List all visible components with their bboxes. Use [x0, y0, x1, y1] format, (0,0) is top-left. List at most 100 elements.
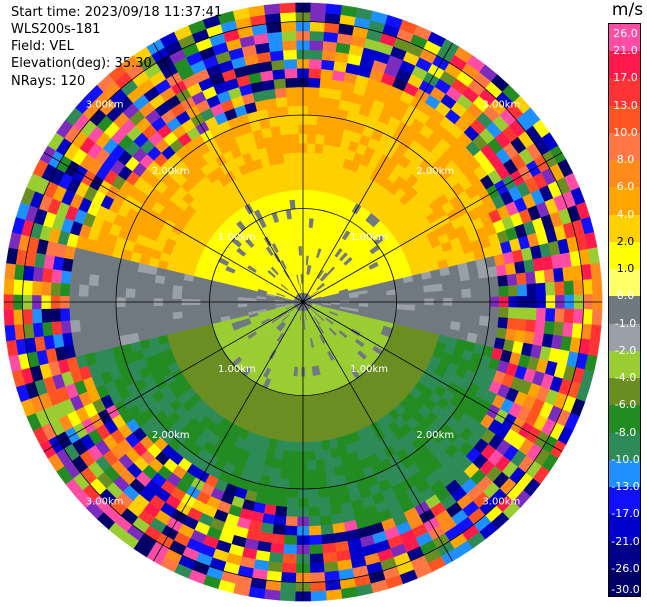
velocity-gate [308, 58, 323, 70]
velocity-gate [267, 31, 283, 43]
velocity-gate [181, 304, 192, 312]
velocity-gate [507, 284, 519, 297]
velocity-gate [4, 324, 16, 342]
velocity-gate [563, 280, 575, 296]
velocity-gate [307, 96, 320, 107]
velocity-gate [489, 286, 500, 298]
velocity-gate [41, 267, 53, 283]
velocity-gate [271, 59, 285, 71]
velocity-gate [591, 309, 603, 326]
nrays-label: NRays: 120 [11, 74, 86, 89]
velocity-gate [107, 276, 118, 288]
colorbar-tick-label: -8.0 [614, 425, 637, 439]
colorbar-tick-label: 2.0 [616, 234, 635, 248]
velocity-gate [582, 279, 593, 295]
velocity-gate [190, 292, 201, 300]
colorbar-tick-label: 4.0 [616, 207, 635, 221]
colorbar-tick-label: 26.0 [613, 27, 638, 40]
velocity-gate [323, 561, 339, 573]
velocity-gate [328, 494, 341, 507]
velocity-gate [451, 305, 463, 315]
velocity-gate [292, 170, 301, 182]
velocity-gate [60, 270, 72, 284]
velocity-gate [298, 245, 302, 256]
velocity-gates [3, 2, 603, 602]
velocity-gate [292, 422, 301, 434]
velocity-gate [209, 303, 220, 310]
velocity-gate [288, 124, 299, 135]
velocity-gate [590, 262, 602, 280]
colorbar-tick-label: -10.0 [611, 452, 640, 466]
velocity-gate [272, 134, 283, 146]
velocity-gate [4, 262, 16, 280]
velocity-gate [305, 422, 314, 434]
velocity-gate [306, 460, 317, 471]
velocity-gate [97, 306, 108, 319]
velocity-gate [291, 152, 300, 163]
velocity-gate [442, 305, 453, 314]
velocity-gate [281, 30, 297, 42]
velocity-gate [313, 440, 323, 452]
velocity-gate [309, 21, 326, 32]
velocity-gate [268, 40, 284, 52]
velocity-gate [461, 288, 472, 299]
velocity-gate [283, 534, 298, 546]
velocity-gate [106, 306, 117, 318]
velocity-gate [543, 320, 555, 336]
velocity-gate [293, 180, 301, 191]
velocity-gate [423, 291, 435, 300]
velocity-gate [263, 3, 281, 15]
colorbar-segment [609, 514, 640, 543]
velocity-gate [31, 280, 43, 296]
velocity-gate [517, 284, 528, 297]
velocity-gate [162, 305, 173, 314]
velocity-gate [535, 282, 547, 297]
ring-label: 3.00km [482, 496, 520, 507]
velocity-gate [497, 274, 509, 287]
velocity-gate [313, 152, 323, 164]
velocity-gate [310, 394, 317, 405]
velocity-gate [97, 274, 109, 287]
velocity-gate [314, 450, 324, 461]
plot-grid [3, 2, 603, 602]
ring-label: 1.00km [218, 232, 256, 243]
velocity-gate [291, 441, 300, 452]
velocity-gate [273, 514, 287, 526]
colorbar-segment [609, 568, 640, 597]
velocity-gate [143, 289, 155, 299]
velocity-gate [163, 318, 175, 328]
velocity-gate [562, 322, 574, 338]
velocity-gate [228, 303, 238, 309]
velocity-gate [306, 432, 315, 443]
velocity-gate [535, 307, 547, 322]
velocity-gate [460, 279, 472, 290]
velocity-gate [314, 143, 324, 154]
velocity-gate [316, 477, 328, 489]
velocity-gate [309, 40, 324, 51]
velocity-gate [278, 477, 290, 489]
velocity-gate [135, 322, 147, 333]
colorbar-tick-label: -21.0 [611, 534, 640, 548]
colorbar-segment [609, 214, 640, 243]
velocity-gate [280, 459, 291, 471]
velocity-gate [306, 142, 316, 154]
velocity-gate [273, 78, 287, 90]
velocity-gate [69, 307, 80, 321]
velocity-gate [289, 460, 300, 471]
velocity-gate [293, 189, 301, 200]
velocity-gate [311, 413, 320, 424]
velocity-gate [396, 293, 407, 300]
velocity-gate [307, 124, 318, 135]
azimuth-spoke [302, 301, 563, 452]
velocity-gate [275, 96, 288, 108]
velocity-gate [134, 288, 145, 299]
velocity-gate [3, 309, 15, 326]
velocity-gate [272, 68, 286, 80]
velocity-gate [286, 497, 299, 508]
velocity-gate [526, 283, 537, 297]
velocity-gate [554, 308, 565, 323]
velocity-gate [349, 297, 360, 301]
velocity-gate [322, 448, 333, 460]
velocity-gate [321, 50, 337, 62]
ring-label: 1.00km [350, 232, 388, 243]
